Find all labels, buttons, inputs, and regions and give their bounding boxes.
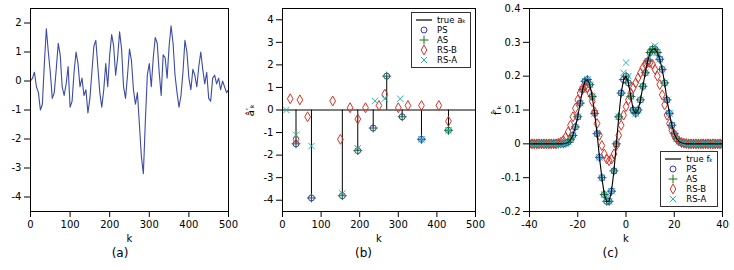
svg-text:0.3: 0.3	[505, 37, 521, 48]
html-text:(a): (a)	[111, 246, 129, 260]
svg-text:400: 400	[427, 219, 446, 230]
svg-text:0.1: 0.1	[505, 104, 521, 115]
html-text:true aₖ: true aₖ	[437, 15, 466, 25]
html-text:AS: AS	[686, 174, 698, 184]
svg-text:1: 1	[15, 46, 21, 57]
svg-text:4: 4	[267, 14, 273, 25]
html-text:(b): (b)	[355, 246, 372, 260]
svg-text:-3: -3	[264, 172, 274, 183]
svg-text:0: 0	[514, 138, 520, 149]
svg-text:500: 500	[219, 219, 238, 230]
html-text:RS-B: RS-B	[686, 184, 707, 194]
svg-text:400: 400	[179, 219, 198, 230]
html-text:RS-B: RS-B	[437, 45, 457, 55]
svg-text:0.4: 0.4	[505, 3, 521, 14]
svg-text:-1: -1	[12, 104, 22, 115]
svg-text:300: 300	[389, 219, 408, 230]
svg-text:2: 2	[267, 59, 273, 70]
svg-text:200: 200	[100, 219, 119, 230]
svg-text:-3: -3	[12, 162, 22, 173]
svg-text:-40: -40	[521, 219, 537, 230]
svg-text:40: 40	[716, 219, 729, 230]
svg-text:-20: -20	[570, 219, 586, 230]
svg-text:100: 100	[312, 219, 331, 230]
svg-text:k: k	[127, 233, 133, 244]
html-text:(c): (c)	[602, 246, 619, 260]
svg-text:0: 0	[267, 104, 273, 115]
svg-text:-1: -1	[264, 127, 274, 138]
svg-text:-4: -4	[12, 191, 22, 202]
svg-text:2: 2	[15, 17, 21, 28]
svg-text:300: 300	[140, 219, 159, 230]
svg-text:0.2: 0.2	[505, 70, 521, 81]
svg-text:20: 20	[668, 219, 681, 230]
svg-text:0: 0	[15, 75, 21, 86]
html-text:true fₖ: true fₖ	[686, 154, 713, 164]
html-text:RS-A: RS-A	[686, 194, 707, 204]
svg-text:0: 0	[623, 219, 629, 230]
svg-text:100: 100	[61, 219, 80, 230]
svg-text:500: 500	[466, 219, 485, 230]
svg-text:0: 0	[27, 219, 33, 230]
html-text:PS: PS	[686, 164, 697, 174]
svg-text:k: k	[376, 233, 382, 244]
html-text:PS: PS	[437, 25, 448, 35]
svg-text:â′ₖ: â′ₖ	[245, 104, 256, 117]
svg-text:1: 1	[267, 82, 273, 93]
svg-text:-2: -2	[12, 133, 22, 144]
svg-text:-2: -2	[264, 149, 274, 160]
svg-text:0: 0	[279, 219, 285, 230]
svg-text:-4: -4	[264, 194, 274, 205]
svg-text:-0.1: -0.1	[501, 172, 521, 183]
svg-text:k: k	[623, 233, 629, 244]
svg-text:-0.2: -0.2	[501, 206, 521, 217]
html-text:AS: AS	[437, 35, 449, 45]
svg-text:3: 3	[267, 37, 273, 48]
html-text:RS-A: RS-A	[437, 55, 457, 65]
svg-text:200: 200	[350, 219, 369, 230]
svg-text:f̂′ₖ: f̂′ₖ	[491, 105, 503, 115]
